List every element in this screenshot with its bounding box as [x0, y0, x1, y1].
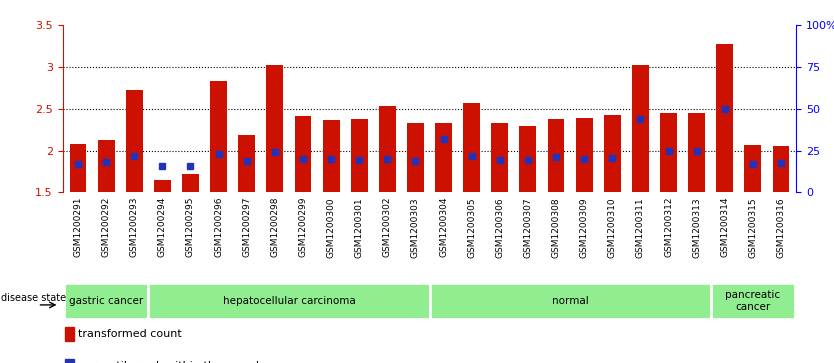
Bar: [716, 44, 733, 192]
Text: GSM1200299: GSM1200299: [299, 197, 308, 257]
Bar: [294, 117, 311, 192]
Bar: [379, 106, 396, 192]
Text: GSM1200306: GSM1200306: [495, 197, 505, 258]
Text: GSM1200315: GSM1200315: [748, 197, 757, 258]
Text: hepatocellular carcinoma: hepatocellular carcinoma: [223, 296, 355, 306]
Bar: [520, 126, 536, 192]
Text: transformed count: transformed count: [78, 329, 182, 339]
Text: GSM1200316: GSM1200316: [776, 197, 786, 258]
Bar: [98, 140, 114, 192]
Bar: [772, 146, 790, 192]
Text: GSM1200302: GSM1200302: [383, 197, 392, 257]
Bar: [210, 81, 227, 192]
Bar: [435, 123, 452, 192]
Bar: [351, 119, 368, 192]
Bar: [266, 65, 284, 192]
Bar: [126, 90, 143, 192]
Bar: [64, 327, 73, 341]
Bar: [323, 120, 339, 192]
Text: GSM1200313: GSM1200313: [692, 197, 701, 258]
Text: disease state: disease state: [1, 293, 67, 303]
Text: GSM1200310: GSM1200310: [608, 197, 617, 258]
Text: percentile rank within the sample: percentile rank within the sample: [78, 362, 266, 363]
Text: GSM1200300: GSM1200300: [327, 197, 335, 258]
Bar: [69, 144, 87, 192]
Text: GSM1200311: GSM1200311: [636, 197, 645, 258]
Bar: [154, 180, 171, 192]
Text: normal: normal: [552, 296, 589, 306]
Bar: [575, 118, 593, 192]
Text: GSM1200305: GSM1200305: [467, 197, 476, 258]
Text: GSM1200307: GSM1200307: [524, 197, 532, 258]
Text: gastric cancer: gastric cancer: [69, 296, 143, 306]
Bar: [660, 113, 677, 192]
Text: GSM1200314: GSM1200314: [721, 197, 729, 257]
Bar: [745, 145, 761, 192]
Text: GSM1200296: GSM1200296: [214, 197, 224, 257]
FancyBboxPatch shape: [148, 283, 430, 319]
Text: GSM1200303: GSM1200303: [411, 197, 420, 258]
Text: GSM1200301: GSM1200301: [354, 197, 364, 258]
Bar: [548, 119, 565, 192]
Text: GSM1200312: GSM1200312: [664, 197, 673, 257]
Text: pancreatic
cancer: pancreatic cancer: [726, 290, 781, 312]
Text: GSM1200297: GSM1200297: [242, 197, 251, 257]
Bar: [407, 123, 424, 192]
Text: GSM1200309: GSM1200309: [580, 197, 589, 258]
Text: GSM1200304: GSM1200304: [439, 197, 448, 257]
Bar: [688, 113, 705, 192]
Bar: [604, 115, 620, 192]
Text: GSM1200291: GSM1200291: [73, 197, 83, 257]
Bar: [463, 103, 480, 192]
FancyBboxPatch shape: [430, 283, 711, 319]
Text: GSM1200295: GSM1200295: [186, 197, 195, 257]
Bar: [239, 135, 255, 192]
FancyBboxPatch shape: [711, 283, 795, 319]
Text: GSM1200298: GSM1200298: [270, 197, 279, 257]
Text: GSM1200294: GSM1200294: [158, 197, 167, 257]
Text: GSM1200308: GSM1200308: [551, 197, 560, 258]
Bar: [182, 174, 199, 192]
FancyBboxPatch shape: [64, 283, 148, 319]
Bar: [632, 65, 649, 192]
Text: GSM1200293: GSM1200293: [130, 197, 138, 257]
Bar: [64, 359, 73, 363]
Text: GSM1200292: GSM1200292: [102, 197, 111, 257]
Bar: [491, 123, 508, 192]
